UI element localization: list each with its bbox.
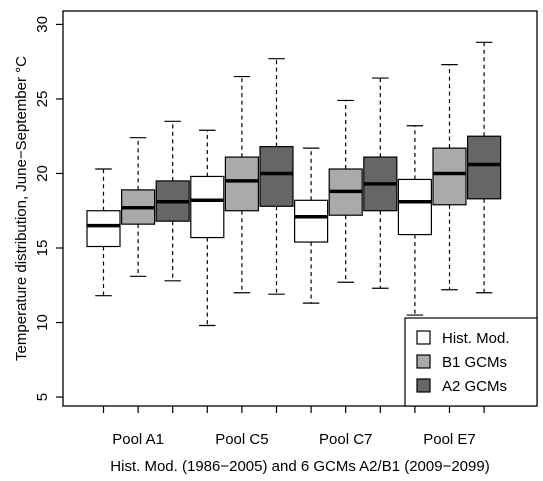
- x-category-label: Pool A1: [112, 431, 164, 448]
- x-category-label: Pool C5: [215, 431, 268, 448]
- box-iqr: [432, 147, 467, 206]
- box-1-3: [155, 120, 190, 282]
- box-2-1: [190, 129, 225, 327]
- box-4-1: [397, 125, 432, 316]
- y-tick-label: 5: [34, 393, 51, 401]
- plot-area: 5 10 15 20 25 30 Pool A1 Pool C5 Pool C7 Pool E7: [34, 10, 538, 448]
- y-axis-label: Temperature distribution, June−September…: [13, 56, 30, 361]
- box-1-2: [120, 137, 156, 277]
- box-iqr: [86, 210, 121, 248]
- box-3-2: [328, 99, 363, 283]
- legend-label: Hist. Mod.: [442, 330, 510, 347]
- box-4-2: [432, 64, 467, 291]
- y-tick-label: 15: [34, 240, 51, 257]
- legend-swatch: [416, 354, 431, 369]
- box-3-1: [294, 147, 329, 304]
- box-3-3: [363, 77, 398, 289]
- x-category-label: Pool C7: [319, 431, 372, 448]
- legend-label: B1 GCMs: [442, 354, 507, 371]
- legend-swatch: [416, 330, 431, 345]
- box-1-1: [86, 168, 121, 297]
- box-iqr: [467, 135, 502, 200]
- legend: Hist. Mod. B1 GCMs A2 GCMs: [404, 317, 538, 407]
- y-tick-label: 25: [34, 91, 51, 108]
- y-tick-label: 20: [34, 165, 51, 182]
- box-iqr: [190, 175, 225, 239]
- box-2-3: [259, 58, 294, 295]
- x-axis-label: Hist. Mod. (1986−2005) and 6 GCMs A2/B1 …: [110, 458, 489, 475]
- box-iqr: [397, 178, 432, 236]
- y-tick-label: 10: [34, 314, 51, 331]
- legend-label: A2 GCMs: [442, 378, 507, 395]
- y-tick-label: 30: [34, 16, 51, 33]
- box-iqr: [224, 156, 259, 212]
- box-iqr: [294, 199, 329, 243]
- box-iqr: [259, 146, 294, 207]
- box-4-3: [467, 41, 502, 294]
- box-2-2: [224, 75, 259, 294]
- plot-frame: [62, 10, 538, 407]
- legend-swatch: [416, 378, 431, 393]
- x-category-label: Pool E7: [423, 431, 476, 448]
